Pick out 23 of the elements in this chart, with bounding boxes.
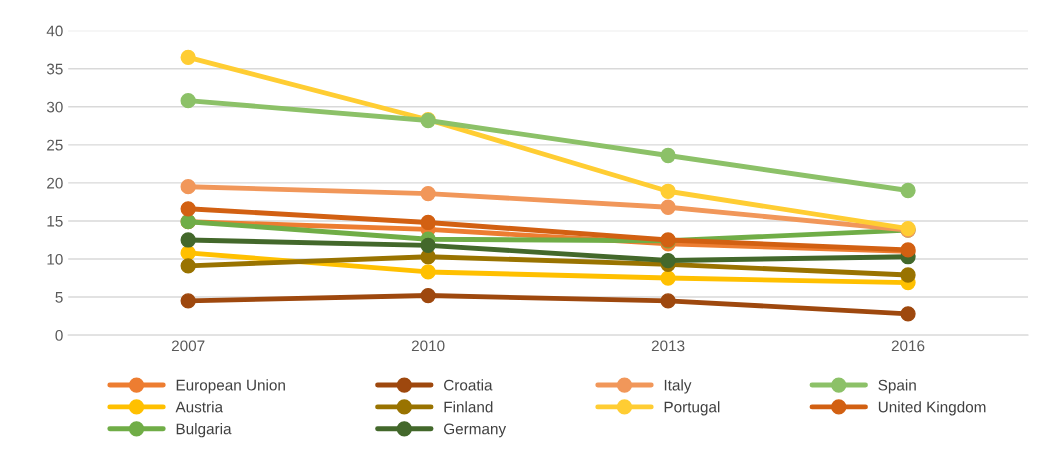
x-tick-label: 2013 xyxy=(651,340,685,352)
legend-label: Bulgaria xyxy=(176,423,232,438)
legend-label: Austria xyxy=(175,401,224,413)
legend-label: Croatia xyxy=(444,379,493,391)
y-tick-label: 25 xyxy=(47,139,63,151)
y-tick-label: 5 xyxy=(55,292,63,303)
y-tick-label: 0 xyxy=(55,329,63,341)
legend-label: Finland xyxy=(444,401,493,413)
legend-label: Spain xyxy=(878,379,916,394)
legend-label: European Union xyxy=(176,379,285,394)
y-tick-label: 20 xyxy=(47,177,63,189)
legend-label: Germany xyxy=(444,423,507,438)
x-tick-label: 2007 xyxy=(171,340,205,352)
legend-label: Italy xyxy=(664,379,692,394)
y-tick-label: 35 xyxy=(46,63,63,75)
legend-label: United Kingdom xyxy=(878,401,986,416)
y-tick-label: 15 xyxy=(47,215,63,227)
y-tick-label: 40 xyxy=(46,25,63,37)
y-tick-label: 30 xyxy=(46,101,63,113)
legend-label: Portugal xyxy=(664,401,720,416)
y-tick-label: 10 xyxy=(47,253,63,265)
x-tick-label: 2016 xyxy=(891,340,925,352)
x-tick-label: 2010 xyxy=(411,340,445,352)
